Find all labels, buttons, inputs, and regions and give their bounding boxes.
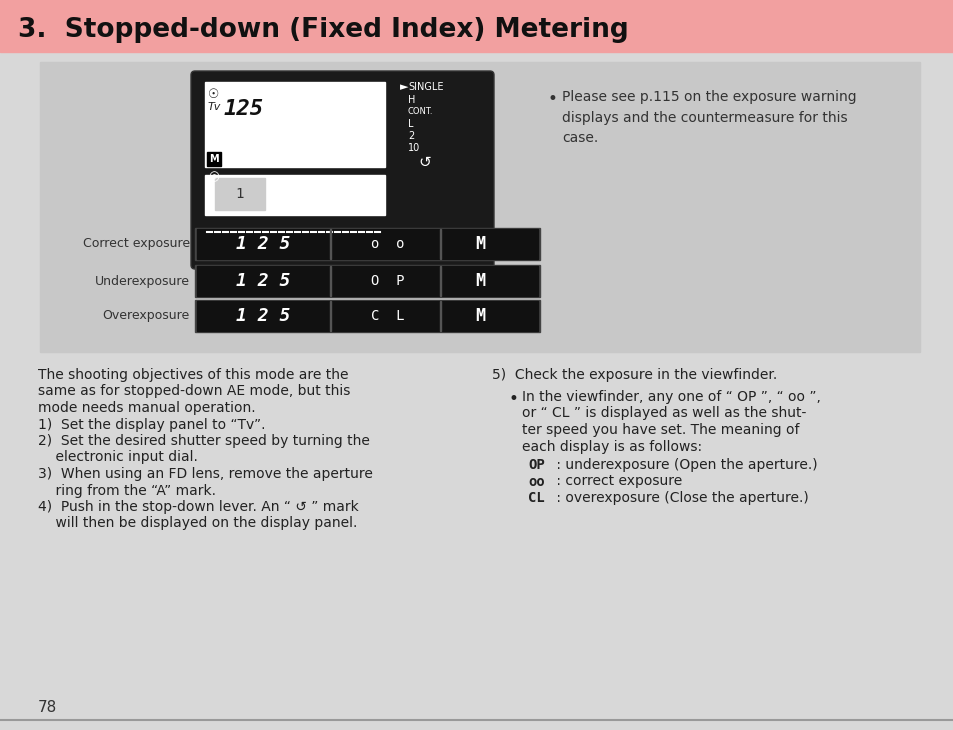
Bar bbox=[194, 228, 539, 260]
Text: M: M bbox=[475, 235, 484, 253]
Text: : overexposure (Close the aperture.): : overexposure (Close the aperture.) bbox=[552, 491, 808, 505]
Text: 1 2 5: 1 2 5 bbox=[235, 235, 290, 253]
Bar bbox=[214, 178, 265, 210]
Text: 1 2 5: 1 2 5 bbox=[235, 307, 290, 325]
Text: Correct exposure: Correct exposure bbox=[83, 237, 190, 250]
Text: M: M bbox=[475, 307, 484, 325]
FancyBboxPatch shape bbox=[191, 71, 494, 269]
Text: ◎: ◎ bbox=[208, 170, 218, 183]
Text: Tv: Tv bbox=[208, 102, 221, 112]
Text: M: M bbox=[475, 272, 484, 290]
Text: mode needs manual operation.: mode needs manual operation. bbox=[38, 401, 255, 415]
Text: 3)  When using an FD lens, remove the aperture: 3) When using an FD lens, remove the ape… bbox=[38, 467, 373, 481]
Text: or “ CL ” is displayed as well as the shut-: or “ CL ” is displayed as well as the sh… bbox=[521, 407, 805, 420]
Text: H: H bbox=[408, 95, 415, 105]
Text: ☉: ☉ bbox=[208, 88, 219, 101]
Text: same as for stopped-down AE mode, but this: same as for stopped-down AE mode, but th… bbox=[38, 385, 350, 399]
Text: SINGLE: SINGLE bbox=[408, 82, 443, 92]
Bar bbox=[439, 229, 440, 259]
Bar bbox=[196, 229, 537, 259]
Bar bbox=[330, 266, 331, 296]
Text: 1 2 5: 1 2 5 bbox=[235, 272, 290, 290]
Text: ►: ► bbox=[399, 82, 408, 92]
Bar bbox=[330, 301, 331, 331]
Bar bbox=[205, 175, 385, 215]
Text: Overexposure: Overexposure bbox=[103, 310, 190, 323]
Text: 1)  Set the display panel to “Tv”.: 1) Set the display panel to “Tv”. bbox=[38, 418, 265, 431]
Bar bbox=[439, 266, 440, 296]
Text: 4)  Push in the stop-down lever. An “ ↺ ” mark: 4) Push in the stop-down lever. An “ ↺ ”… bbox=[38, 500, 358, 514]
Text: will then be displayed on the display panel.: will then be displayed on the display pa… bbox=[38, 517, 357, 531]
Text: 2: 2 bbox=[408, 131, 414, 141]
Text: OP: OP bbox=[527, 458, 544, 472]
Text: Please see p.115 on the exposure warning
displays and the countermeasure for thi: Please see p.115 on the exposure warning… bbox=[561, 90, 856, 145]
Text: 2)  Set the desired shutter speed by turning the: 2) Set the desired shutter speed by turn… bbox=[38, 434, 370, 448]
Text: M: M bbox=[209, 154, 218, 164]
Text: 5)  Check the exposure in the viewfinder.: 5) Check the exposure in the viewfinder. bbox=[492, 368, 777, 382]
Text: CONT.: CONT. bbox=[408, 107, 433, 116]
Text: ter speed you have set. The meaning of: ter speed you have set. The meaning of bbox=[521, 423, 799, 437]
Text: 10: 10 bbox=[408, 143, 420, 153]
Text: •: • bbox=[509, 390, 518, 408]
Bar bbox=[205, 82, 385, 167]
Text: electronic input dial.: electronic input dial. bbox=[38, 450, 197, 464]
Bar bbox=[196, 301, 537, 331]
Bar bbox=[40, 62, 919, 352]
Bar bbox=[0, 0, 953, 52]
Text: •: • bbox=[547, 90, 558, 108]
Text: 78: 78 bbox=[38, 700, 57, 715]
Text: The shooting objectives of this mode are the: The shooting objectives of this mode are… bbox=[38, 368, 348, 382]
Text: O  P: O P bbox=[371, 274, 404, 288]
Text: 1: 1 bbox=[235, 187, 244, 201]
Bar bbox=[194, 265, 539, 297]
Text: : correct exposure: : correct exposure bbox=[552, 474, 681, 488]
Bar bbox=[196, 266, 537, 296]
Bar bbox=[439, 301, 440, 331]
Text: L: L bbox=[408, 119, 413, 129]
Bar bbox=[207, 152, 221, 166]
Text: In the viewfinder, any one of “ OP ”, “ oo ”,: In the viewfinder, any one of “ OP ”, “ … bbox=[521, 390, 820, 404]
Text: 125: 125 bbox=[224, 99, 264, 119]
Text: oo: oo bbox=[527, 474, 544, 488]
Text: CL: CL bbox=[527, 491, 544, 505]
Text: C  L: C L bbox=[371, 309, 404, 323]
Text: each display is as follows:: each display is as follows: bbox=[521, 439, 701, 453]
Text: : underexposure (Open the aperture.): : underexposure (Open the aperture.) bbox=[552, 458, 817, 472]
Bar bbox=[330, 229, 331, 259]
Text: Underexposure: Underexposure bbox=[95, 274, 190, 288]
Text: ring from the “A” mark.: ring from the “A” mark. bbox=[38, 483, 215, 498]
Text: o  o: o o bbox=[371, 237, 404, 251]
Bar bbox=[194, 300, 539, 332]
Text: 3.  Stopped-down (Fixed Index) Metering: 3. Stopped-down (Fixed Index) Metering bbox=[18, 17, 628, 43]
Text: ↺: ↺ bbox=[417, 155, 431, 170]
